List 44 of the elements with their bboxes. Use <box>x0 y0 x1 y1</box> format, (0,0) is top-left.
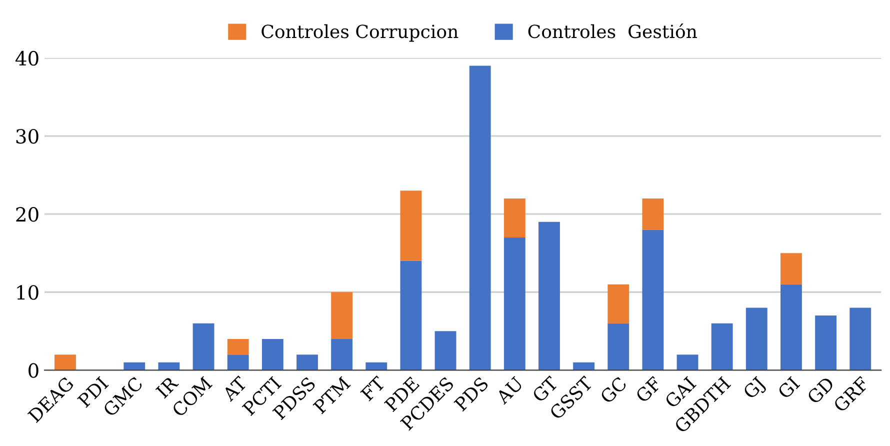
bar <box>400 260 422 370</box>
bar <box>711 323 733 370</box>
bar <box>54 354 76 370</box>
bar <box>676 354 698 370</box>
bar <box>850 308 872 370</box>
bar <box>538 222 560 370</box>
bar <box>227 354 249 370</box>
bar <box>192 323 214 370</box>
bar <box>124 362 146 370</box>
bar <box>158 362 180 370</box>
bar <box>780 284 802 370</box>
y-tick-label: 20 <box>16 207 38 222</box>
x-tick-label: GJ <box>742 376 768 402</box>
x-tick-label: GD <box>806 376 835 405</box>
bar <box>469 66 491 370</box>
bar <box>642 198 664 230</box>
bar <box>642 230 664 370</box>
legend-label: Controles Gestión <box>528 24 697 38</box>
y-tick-label: 30 <box>16 128 38 144</box>
bar <box>262 338 284 370</box>
bar <box>400 190 422 261</box>
bar <box>608 323 630 370</box>
y-tick-label: 10 <box>17 285 38 300</box>
x-tick-label: FT <box>360 376 386 402</box>
bar <box>366 362 388 370</box>
bar <box>331 338 353 370</box>
x-tick-label: GF <box>634 376 662 404</box>
bar <box>296 354 318 370</box>
x-tick-label: GC <box>599 376 628 404</box>
y-tick-label: 0 <box>28 363 38 378</box>
bar <box>504 237 526 370</box>
y-tick-label: 40 <box>15 50 38 66</box>
bar <box>815 316 837 370</box>
bar <box>434 331 456 370</box>
bar <box>331 292 353 339</box>
bar <box>573 362 595 370</box>
legend-label: Controles Corrupcion <box>262 24 458 42</box>
bar <box>608 284 630 324</box>
x-tick-label: GI <box>776 376 800 400</box>
bar <box>227 338 249 355</box>
bar <box>504 198 526 238</box>
bar <box>780 253 802 284</box>
bar <box>746 308 768 370</box>
x-tick-label: AU <box>494 376 524 405</box>
